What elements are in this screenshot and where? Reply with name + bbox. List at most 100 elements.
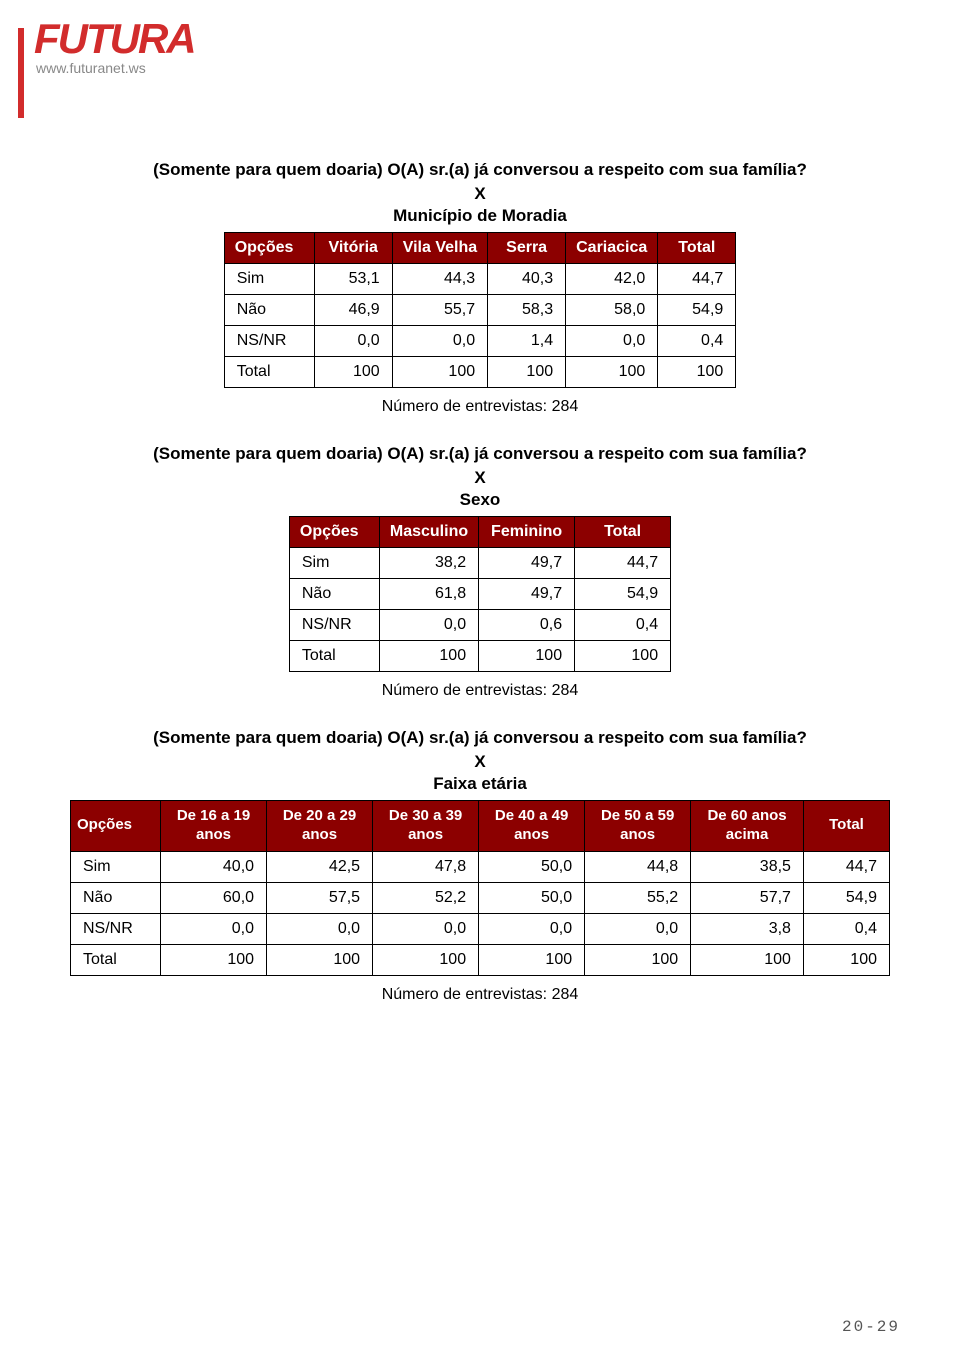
table-sexo: Opções Masculino Feminino Total Sim 38,2… xyxy=(289,516,671,672)
cell: 38,2 xyxy=(379,548,478,579)
section3-footer: Número de entrevistas: 284 xyxy=(70,986,890,1004)
col-opcoes: Opções xyxy=(71,801,161,852)
brand-url: www.futuranet.ws xyxy=(36,60,195,76)
cell: 100 xyxy=(803,944,889,975)
row-label: Total xyxy=(71,944,161,975)
cell: 42,0 xyxy=(566,264,658,295)
section2-subtitle: Sexo xyxy=(70,490,890,510)
cell: 53,1 xyxy=(314,264,392,295)
cell: 0,4 xyxy=(658,326,736,357)
cell: 54,9 xyxy=(658,295,736,326)
cell: 0,4 xyxy=(575,610,671,641)
row-label: Não xyxy=(289,579,379,610)
cell: 0,0 xyxy=(161,913,267,944)
table-row: NS/NR 0,0 0,0 1,4 0,0 0,4 xyxy=(224,326,736,357)
cell: 100 xyxy=(314,357,392,388)
cell: 49,7 xyxy=(479,548,575,579)
content: (Somente para quem doaria) O(A) sr.(a) j… xyxy=(70,160,890,1004)
cell: 42,5 xyxy=(267,851,373,882)
table-row: Não 46,9 55,7 58,3 58,0 54,9 xyxy=(224,295,736,326)
col-header: De 50 a 59 anos xyxy=(585,801,691,852)
table-row: NS/NR 0,0 0,0 0,0 0,0 0,0 3,8 0,4 xyxy=(71,913,890,944)
row-label: NS/NR xyxy=(224,326,314,357)
table-row: Sim 38,2 49,7 44,7 xyxy=(289,548,670,579)
cell: 61,8 xyxy=(379,579,478,610)
col-header: Total xyxy=(658,233,736,264)
section3-x: X xyxy=(70,752,890,772)
cell: 44,7 xyxy=(803,851,889,882)
cell: 0,0 xyxy=(379,610,478,641)
section1-subtitle: Município de Moradia xyxy=(70,206,890,226)
page: FUTURA www.futuranet.ws (Somente para qu… xyxy=(0,0,960,1362)
table-row: Total 100 100 100 xyxy=(289,641,670,672)
section1-footer: Número de entrevistas: 284 xyxy=(70,398,890,416)
col-header: Vitória xyxy=(314,233,392,264)
cell: 0,0 xyxy=(479,913,585,944)
cell: 46,9 xyxy=(314,295,392,326)
table-header-row: Opções De 16 a 19 anos De 20 a 29 anos D… xyxy=(71,801,890,852)
col-header: Serra xyxy=(488,233,566,264)
row-label: Não xyxy=(224,295,314,326)
cell: 100 xyxy=(585,944,691,975)
cell: 100 xyxy=(488,357,566,388)
cell: 57,5 xyxy=(267,882,373,913)
cell: 55,2 xyxy=(585,882,691,913)
table-row: Não 61,8 49,7 54,9 xyxy=(289,579,670,610)
cell: 100 xyxy=(479,641,575,672)
cell: 0,0 xyxy=(585,913,691,944)
cell: 0,0 xyxy=(314,326,392,357)
section3-subtitle: Faixa etária xyxy=(70,774,890,794)
cell: 0,6 xyxy=(479,610,575,641)
row-label: Sim xyxy=(224,264,314,295)
cell: 0,0 xyxy=(267,913,373,944)
section2-x: X xyxy=(70,468,890,488)
cell: 0,0 xyxy=(392,326,487,357)
cell: 50,0 xyxy=(479,882,585,913)
cell: 54,9 xyxy=(575,579,671,610)
cell: 44,3 xyxy=(392,264,487,295)
cell: 100 xyxy=(479,944,585,975)
section2-title: (Somente para quem doaria) O(A) sr.(a) j… xyxy=(90,444,870,464)
col-opcoes: Opções xyxy=(224,233,314,264)
cell: 100 xyxy=(392,357,487,388)
brand-name: FUTURA xyxy=(34,20,195,58)
page-number: 20-29 xyxy=(842,1318,900,1336)
cell: 60,0 xyxy=(161,882,267,913)
col-header: De 16 a 19 anos xyxy=(161,801,267,852)
table-header-row: Opções Vitória Vila Velha Serra Cariacic… xyxy=(224,233,736,264)
col-header: Feminino xyxy=(479,517,575,548)
brand-side-bar xyxy=(18,28,24,118)
col-header: De 60 anos acima xyxy=(691,801,804,852)
cell: 44,7 xyxy=(658,264,736,295)
col-header: Vila Velha xyxy=(392,233,487,264)
table-row: Total 100 100 100 100 100 xyxy=(224,357,736,388)
col-header: Masculino xyxy=(379,517,478,548)
cell: 47,8 xyxy=(373,851,479,882)
section2-footer: Número de entrevistas: 284 xyxy=(70,682,890,700)
cell: 58,0 xyxy=(566,295,658,326)
section3-title: (Somente para quem doaria) O(A) sr.(a) j… xyxy=(90,728,870,748)
cell: 55,7 xyxy=(392,295,487,326)
row-label: Sim xyxy=(289,548,379,579)
cell: 44,7 xyxy=(575,548,671,579)
section1-x: X xyxy=(70,184,890,204)
cell: 100 xyxy=(566,357,658,388)
col-header: Total xyxy=(575,517,671,548)
section1-title: (Somente para quem doaria) O(A) sr.(a) j… xyxy=(90,160,870,180)
table-row: Total 100 100 100 100 100 100 100 xyxy=(71,944,890,975)
cell: 52,2 xyxy=(373,882,479,913)
cell: 100 xyxy=(379,641,478,672)
brand-logo: FUTURA www.futuranet.ws xyxy=(34,20,195,76)
row-label: Total xyxy=(224,357,314,388)
cell: 38,5 xyxy=(691,851,804,882)
cell: 100 xyxy=(267,944,373,975)
table-row: Não 60,0 57,5 52,2 50,0 55,2 57,7 54,9 xyxy=(71,882,890,913)
cell: 0,4 xyxy=(803,913,889,944)
table-row: NS/NR 0,0 0,6 0,4 xyxy=(289,610,670,641)
table-row: Sim 53,1 44,3 40,3 42,0 44,7 xyxy=(224,264,736,295)
col-opcoes: Opções xyxy=(289,517,379,548)
row-label: Sim xyxy=(71,851,161,882)
col-header: Total xyxy=(803,801,889,852)
row-label: Não xyxy=(71,882,161,913)
col-header: De 20 a 29 anos xyxy=(267,801,373,852)
